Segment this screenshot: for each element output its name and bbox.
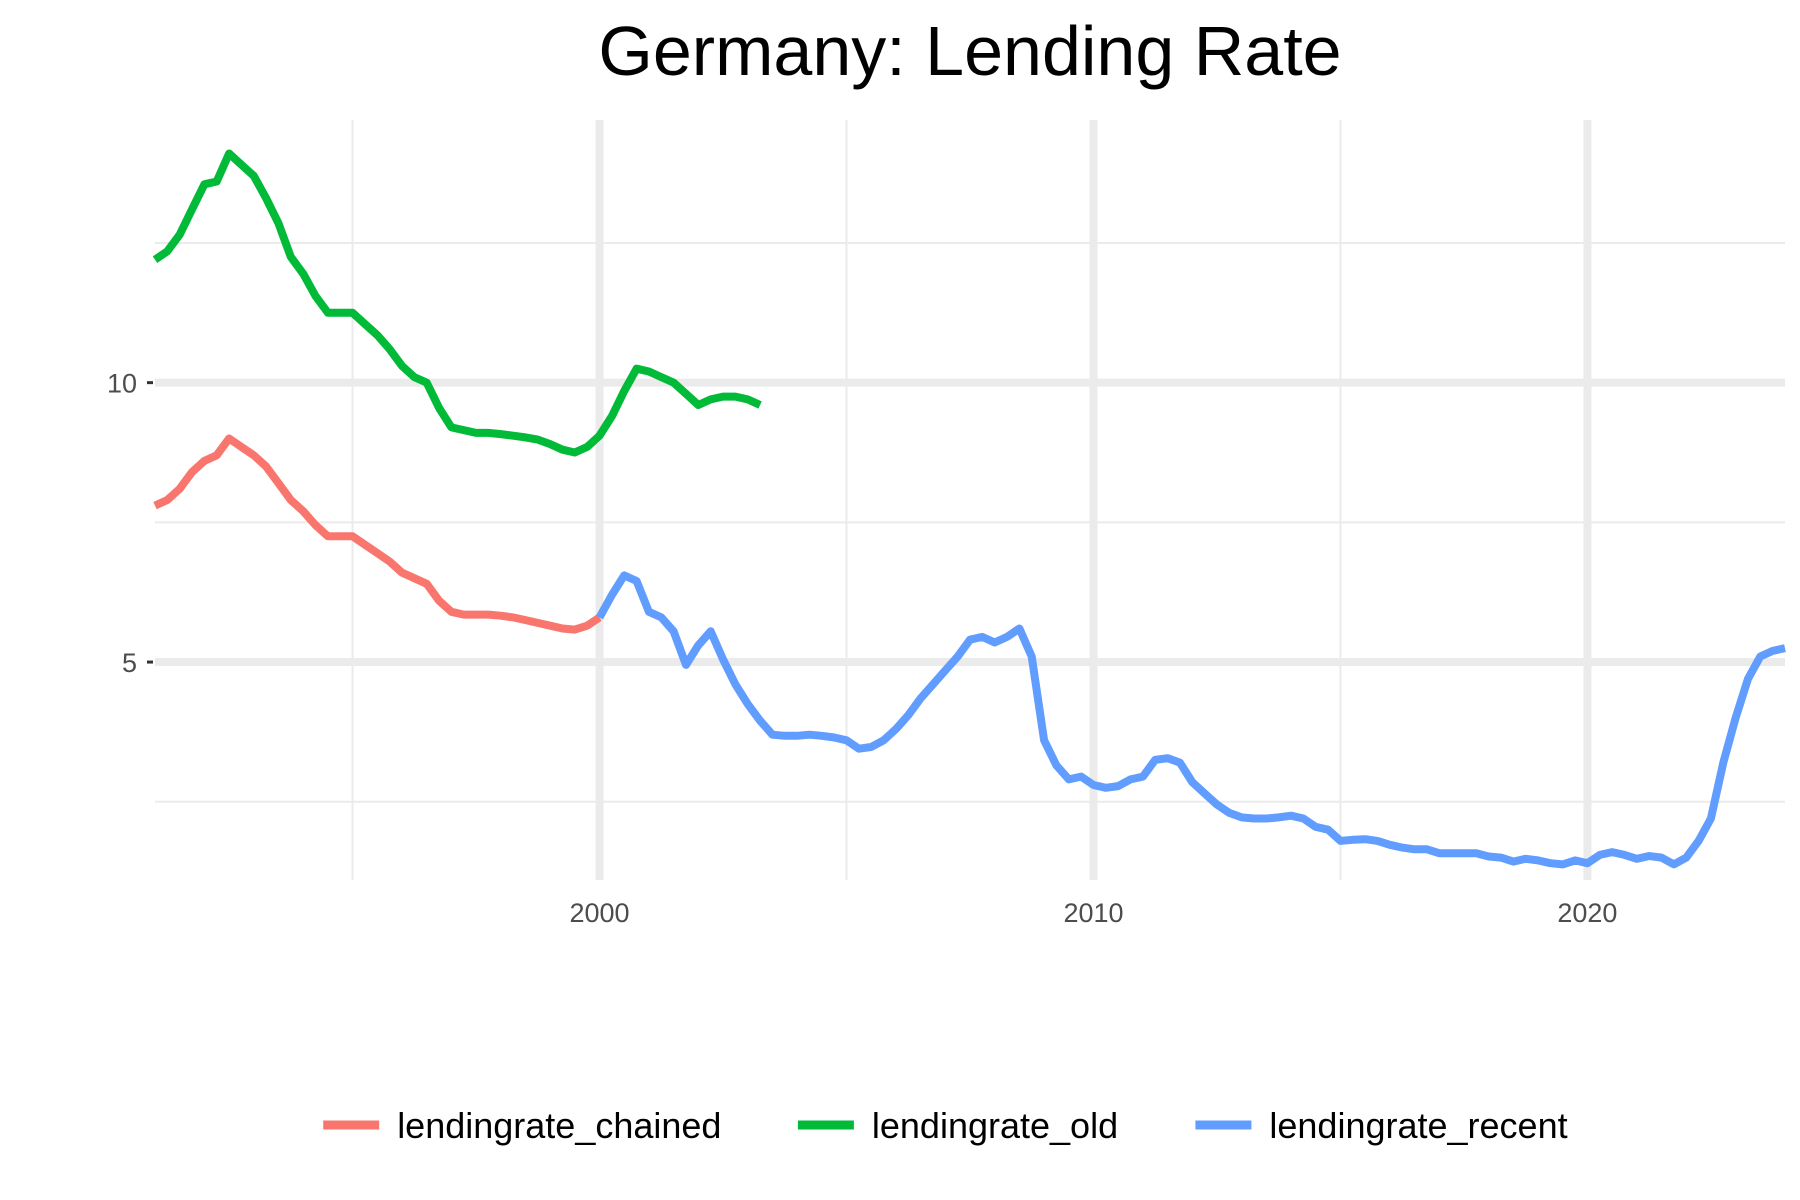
series-layer [152,149,1786,869]
series-line-lendingrate-old [152,149,762,457]
legend: lendingrate_chained lendingrate_old lendin… [323,1105,1568,1146]
legend-label-lendingrate-chained: lendingrate_chained [397,1105,721,1146]
grid-layer [155,120,1785,880]
y-tick-layer: 5 10 [107,369,153,678]
chart-title: Germany: Lending Rate [598,12,1341,90]
x-tick-layer: 2000 2010 2020 [570,898,1618,928]
y-tick-label: 10 [107,369,137,399]
x-tick-label: 2000 [570,898,630,928]
legend-label-lendingrate-recent: lendingrate_recent [1269,1105,1567,1146]
x-tick-label: 2020 [1557,898,1617,928]
series-line-lendingrate-chained [153,434,602,634]
x-tick-label: 2010 [1063,898,1123,928]
legend-label-lendingrate-old: lendingrate_old [872,1105,1118,1146]
y-tick-label: 5 [122,648,137,678]
series-line-lendingrate-recent [596,571,1786,869]
